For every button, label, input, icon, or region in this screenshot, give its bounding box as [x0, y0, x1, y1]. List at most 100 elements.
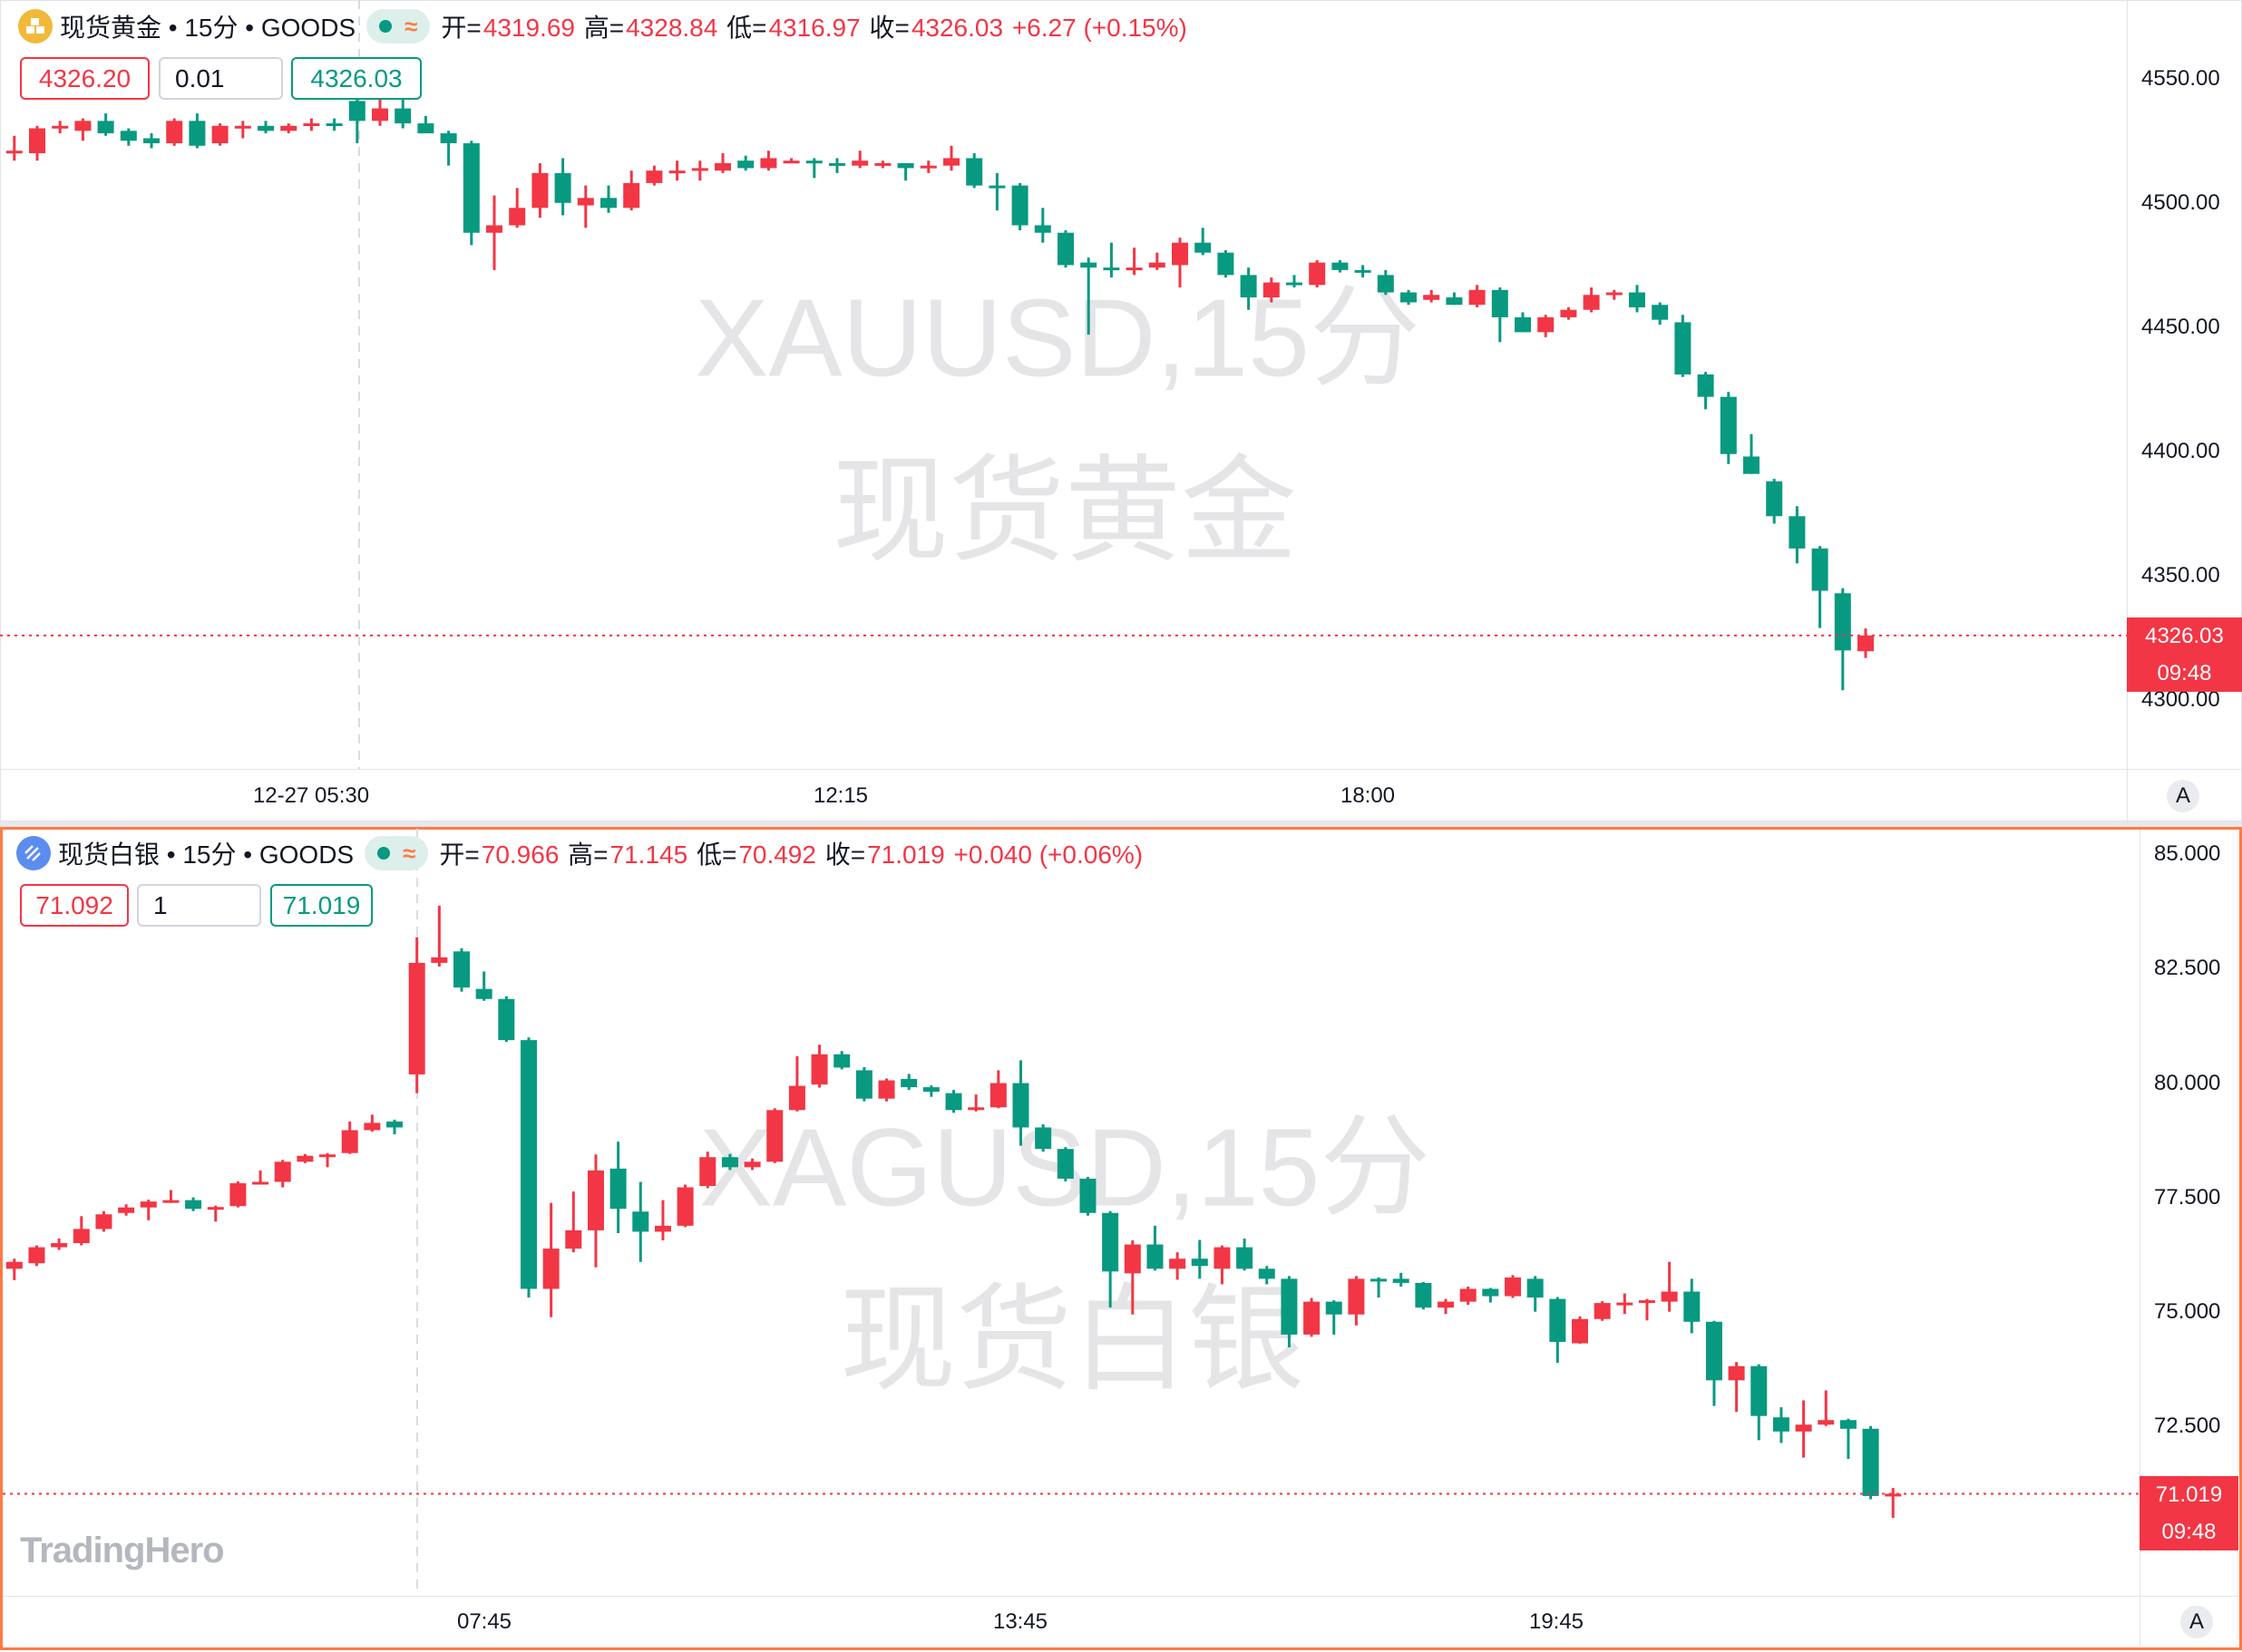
candle[interactable]	[1303, 1297, 1321, 1337]
candle[interactable]	[1012, 1060, 1029, 1146]
candle[interactable]	[600, 185, 617, 213]
candle[interactable]	[1594, 1301, 1611, 1321]
candle[interactable]	[1281, 1276, 1298, 1348]
gold-symbol-title[interactable]: 现货黄金 • 15分 • GOODS	[60, 14, 356, 42]
candle[interactable]	[118, 1204, 135, 1216]
candle[interactable]	[1766, 479, 1783, 524]
candle[interactable]	[1572, 1316, 1588, 1345]
candle[interactable]	[1400, 289, 1417, 306]
candle[interactable]	[1482, 1288, 1499, 1303]
candle[interactable]	[185, 1197, 202, 1211]
silver-auto-scale-button[interactable]: A	[2180, 1606, 2213, 1638]
candle[interactable]	[1839, 1418, 1857, 1460]
gold-quantity-input[interactable]: 0.01	[159, 57, 283, 100]
candle[interactable]	[811, 1045, 828, 1088]
candle[interactable]	[395, 95, 412, 129]
candle[interactable]	[1057, 1147, 1074, 1181]
candle[interactable]	[1194, 228, 1212, 256]
candle[interactable]	[1560, 306, 1577, 320]
candle[interactable]	[1325, 1300, 1342, 1335]
candle[interactable]	[783, 158, 800, 164]
candle[interactable]	[878, 1078, 895, 1102]
silver-chart-panel[interactable]	[0, 827, 2242, 1650]
candle[interactable]	[1172, 238, 1188, 288]
candle[interactable]	[1214, 1245, 1231, 1285]
candle[interactable]	[348, 93, 366, 143]
candle[interactable]	[1126, 248, 1143, 276]
gold-buy-button[interactable]: 4326.03	[291, 57, 422, 100]
candle[interactable]	[1583, 287, 1600, 313]
candle[interactable]	[431, 905, 448, 967]
candle[interactable]	[1191, 1239, 1208, 1279]
candle[interactable]	[654, 1200, 671, 1241]
candle[interactable]	[166, 118, 183, 146]
candle[interactable]	[874, 160, 892, 169]
candle[interactable]	[609, 1142, 627, 1233]
candle[interactable]	[252, 1170, 269, 1185]
candle[interactable]	[189, 113, 206, 149]
candle[interactable]	[234, 121, 251, 139]
candle[interactable]	[1459, 1286, 1477, 1306]
candle[interactable]	[805, 158, 823, 179]
candle[interactable]	[1834, 588, 1851, 691]
candle[interactable]	[1354, 265, 1371, 278]
silver-status-pill[interactable]: ≈	[365, 836, 429, 870]
candle[interactable]	[677, 1184, 694, 1228]
candle[interactable]	[1148, 252, 1165, 270]
candle[interactable]	[28, 1245, 45, 1267]
panel-separator[interactable]	[0, 821, 2242, 829]
candle[interactable]	[691, 160, 708, 181]
candle[interactable]	[1035, 1123, 1052, 1152]
candle[interactable]	[1103, 242, 1120, 278]
candle[interactable]	[29, 125, 45, 161]
candle[interactable]	[1236, 1239, 1253, 1271]
candle[interactable]	[1605, 289, 1623, 300]
candle[interactable]	[1795, 1400, 1812, 1458]
candle[interactable]	[855, 1066, 872, 1102]
candle[interactable]	[565, 1191, 582, 1253]
candle[interactable]	[417, 115, 434, 134]
candle[interactable]	[1616, 1293, 1633, 1315]
candle[interactable]	[95, 1210, 112, 1232]
silver-candlestick-chart[interactable]	[3, 829, 2140, 1596]
candle[interactable]	[498, 996, 515, 1043]
candle[interactable]	[1789, 506, 1806, 564]
candle[interactable]	[699, 1152, 716, 1189]
candle[interactable]	[5, 1258, 23, 1280]
candle[interactable]	[577, 185, 594, 228]
candle[interactable]	[966, 152, 983, 189]
candle[interactable]	[1537, 315, 1555, 337]
candle[interactable]	[143, 133, 160, 149]
candle[interactable]	[1146, 1225, 1164, 1271]
candle[interactable]	[1750, 1364, 1768, 1441]
candle[interactable]	[1683, 1278, 1701, 1334]
candle[interactable]	[1446, 292, 1463, 306]
candle[interactable]	[1705, 1320, 1722, 1406]
candle[interactable]	[1079, 1176, 1097, 1216]
candle[interactable]	[587, 1154, 604, 1268]
candle[interactable]	[646, 165, 663, 186]
candle[interactable]	[1697, 372, 1714, 410]
candle[interactable]	[1392, 1272, 1409, 1287]
candle[interactable]	[1857, 628, 1874, 658]
candle[interactable]	[897, 162, 914, 181]
candle[interactable]	[1217, 249, 1234, 278]
candle[interactable]	[833, 1051, 851, 1070]
candle[interactable]	[1720, 392, 1737, 464]
candle[interactable]	[1885, 1488, 1902, 1519]
candle[interactable]	[74, 118, 92, 141]
candle[interactable]	[364, 1114, 381, 1132]
candle[interactable]	[229, 1181, 247, 1208]
gold-status-pill[interactable]: ≈	[366, 9, 431, 44]
candle[interactable]	[486, 195, 502, 270]
candle[interactable]	[1661, 1261, 1678, 1312]
candle[interactable]	[5, 135, 23, 161]
candle[interactable]	[1423, 289, 1440, 303]
candle[interactable]	[744, 1158, 761, 1171]
candle[interactable]	[554, 158, 571, 216]
candle[interactable]	[1515, 312, 1531, 333]
candle[interactable]	[520, 1037, 537, 1298]
candle[interactable]	[901, 1074, 918, 1091]
candle[interactable]	[1286, 275, 1302, 288]
candle[interactable]	[1331, 259, 1349, 273]
